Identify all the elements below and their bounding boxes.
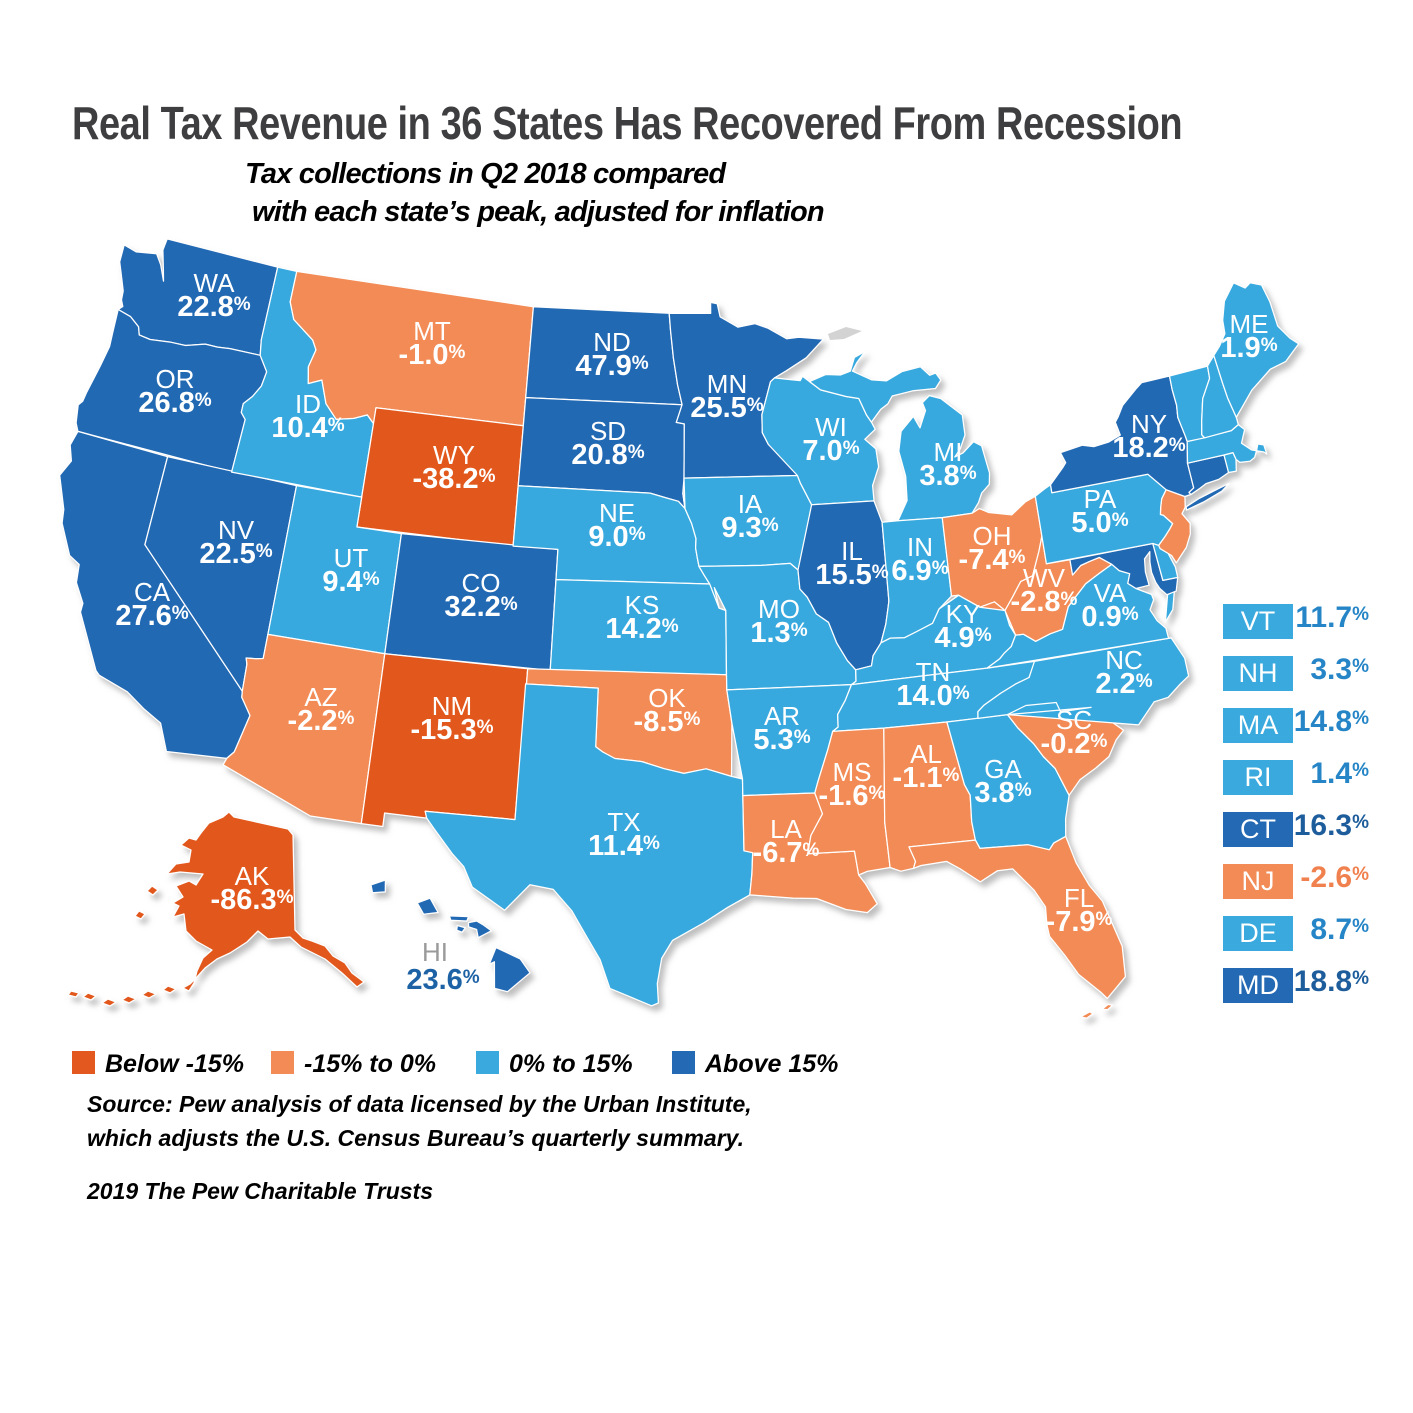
svg-text:-86.3%: -86.3%: [210, 884, 293, 916]
svg-text:SC: SC: [1056, 705, 1092, 735]
svg-text:ND: ND: [593, 327, 631, 357]
svg-text:9.0%: 9.0%: [588, 521, 645, 553]
svg-text:IN: IN: [907, 532, 933, 562]
svg-text:MI: MI: [934, 437, 963, 467]
svg-text:-1.0%: -1.0%: [399, 339, 466, 371]
svg-text:IA: IA: [738, 489, 763, 519]
svg-text:VA: VA: [1094, 578, 1127, 608]
svg-text:FL: FL: [1064, 883, 1094, 913]
svg-text:WA: WA: [194, 268, 236, 298]
svg-text:MT: MT: [413, 316, 451, 346]
svg-text:MS: MS: [833, 757, 872, 787]
svg-text:32.2%: 32.2%: [444, 591, 517, 623]
svg-text:ID: ID: [295, 389, 321, 419]
svg-text:SD: SD: [590, 416, 626, 446]
svg-text:UT: UT: [334, 543, 369, 573]
svg-text:PA: PA: [1084, 484, 1117, 514]
svg-text:OH: OH: [973, 521, 1012, 551]
svg-text:AK: AK: [235, 861, 270, 891]
svg-text:OR: OR: [156, 364, 195, 394]
svg-text:NM: NM: [432, 691, 472, 721]
svg-text:OK: OK: [648, 683, 686, 713]
svg-text:TX: TX: [607, 807, 640, 837]
svg-text:CA: CA: [134, 577, 171, 607]
svg-text:WY: WY: [433, 440, 475, 470]
svg-text:-1.6%: -1.6%: [819, 780, 886, 812]
svg-text:IL: IL: [841, 536, 863, 566]
svg-text:1.9%: 1.9%: [1220, 332, 1277, 364]
svg-text:AR: AR: [764, 701, 800, 731]
svg-text:NE: NE: [599, 498, 635, 528]
svg-text:ME: ME: [1230, 309, 1269, 339]
svg-text:NY: NY: [1131, 409, 1167, 439]
svg-text:MO: MO: [758, 594, 800, 624]
svg-text:MN: MN: [707, 369, 747, 399]
svg-text:CO: CO: [462, 568, 501, 598]
svg-text:-7.4%: -7.4%: [959, 544, 1026, 576]
svg-text:NV: NV: [218, 515, 255, 545]
svg-text:WI: WI: [815, 412, 847, 442]
svg-text:AZ: AZ: [304, 682, 337, 712]
svg-text:KY: KY: [946, 599, 981, 629]
svg-text:GA: GA: [984, 754, 1022, 784]
svg-text:WV: WV: [1023, 563, 1066, 593]
svg-text:4.9%: 4.9%: [934, 622, 991, 654]
svg-text:AL: AL: [910, 739, 942, 769]
svg-text:TN: TN: [916, 657, 951, 687]
svg-text:LA: LA: [770, 814, 802, 844]
svg-text:KS: KS: [625, 590, 660, 620]
svg-text:HI: HI: [422, 937, 448, 967]
svg-text:15.5%: 15.5%: [815, 559, 888, 591]
svg-text:-8.5%: -8.5%: [634, 706, 701, 738]
svg-text:23.6%: 23.6%: [406, 964, 479, 996]
svg-text:NC: NC: [1105, 645, 1143, 675]
